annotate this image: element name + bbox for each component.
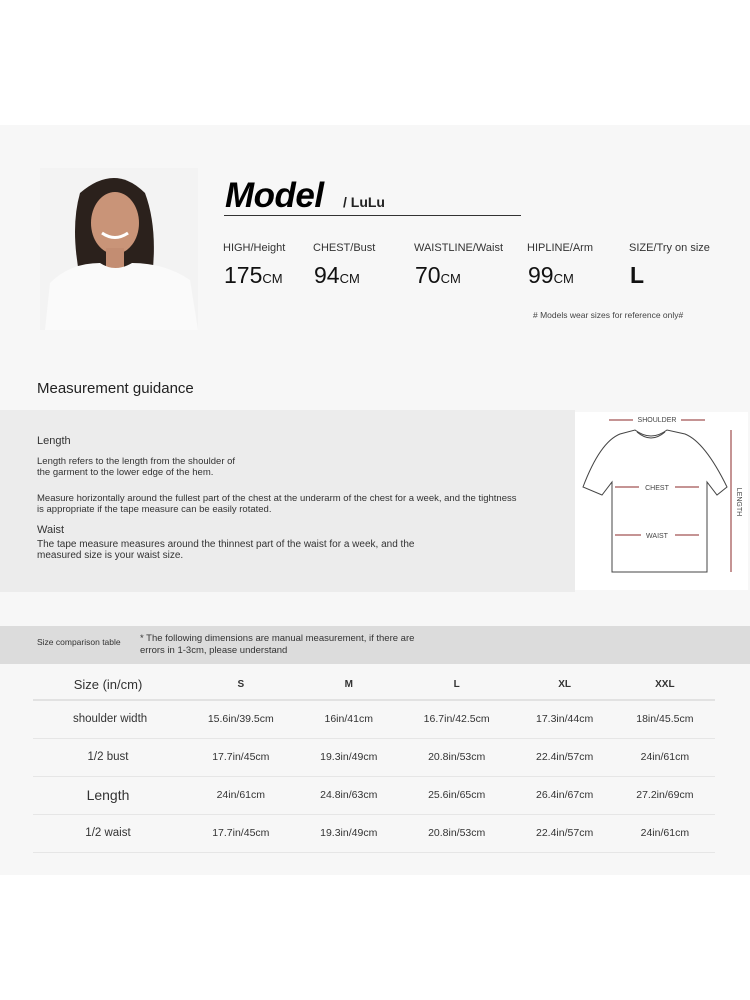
table-header-row: Size (in/cm) S M L XL XXL — [33, 670, 715, 701]
chest-text: Measure horizontally around the fullest … — [37, 493, 517, 515]
model-title: Model — [225, 176, 324, 215]
table-row: 1/2 waist 17.7in/45cm 19.3in/49cm 20.8in… — [33, 814, 715, 853]
shoulder-label: SHOULDER — [638, 417, 677, 424]
row-label: 1/2 waist — [33, 814, 183, 853]
model-photo — [40, 168, 198, 330]
title-underline — [224, 215, 521, 216]
cell: 22.4in/57cm — [514, 738, 615, 777]
length-text: Length refers to the length from the sho… — [37, 456, 236, 478]
header-xl: XL — [514, 670, 615, 701]
size-value: L — [630, 262, 645, 288]
cell: 24in/61cm — [183, 776, 299, 815]
cell: 20.8in/53cm — [398, 738, 515, 777]
row-label: shoulder width — [33, 700, 183, 739]
chest-value: 94CM — [314, 262, 360, 288]
chest-diagram-label: CHEST — [645, 485, 669, 492]
cell: 24in/61cm — [614, 814, 715, 853]
cell: 22.4in/57cm — [514, 814, 615, 853]
cell: 16in/41cm — [298, 700, 399, 739]
cell: 19.3in/49cm — [298, 814, 399, 853]
cell: 17.3in/44cm — [514, 700, 615, 739]
table-row: Length 24in/61cm 24.8in/63cm 25.6in/65cm… — [33, 776, 715, 815]
cell: 16.7in/42.5cm — [398, 700, 515, 739]
size-table-band — [0, 626, 750, 664]
guidance-band — [0, 410, 575, 592]
waist-label: WAISTLINE/Waist — [414, 242, 504, 254]
waist-text: The tape measure measures around the thi… — [37, 539, 415, 561]
size-table-label: Size comparison table — [37, 637, 121, 647]
cell: 24in/61cm — [614, 738, 715, 777]
table-row: shoulder width 15.6in/39.5cm 16in/41cm 1… — [33, 700, 715, 739]
size-table: Size (in/cm) S M L XL XXL shoulder width… — [33, 670, 715, 853]
cell: 15.6in/39.5cm — [183, 700, 299, 739]
height-label: HIGH/Height — [223, 242, 286, 254]
cell: 18in/45.5cm — [614, 700, 715, 739]
size-label: SIZE/Try on size — [629, 242, 710, 254]
model-note: # Models wear sizes for reference only# — [533, 310, 684, 320]
header-m: M — [298, 670, 399, 701]
cell: 24.8in/63cm — [298, 776, 399, 815]
header-xxl: XXL — [614, 670, 715, 701]
chest-label: CHEST/Bust — [313, 242, 376, 254]
hip-value: 99CM — [528, 262, 574, 288]
cell: 17.7in/45cm — [183, 738, 299, 777]
tshirt-diagram: SHOULDER CHEST WAIST LENGTH — [575, 412, 748, 590]
hip-label: HIPLINE/Arm — [527, 242, 594, 254]
row-label: Length — [33, 776, 183, 815]
cell: 26.4in/67cm — [514, 776, 615, 815]
cell: 20.8in/53cm — [398, 814, 515, 853]
waist-heading: Waist — [37, 524, 65, 536]
header-size: Size (in/cm) — [33, 670, 183, 701]
cell: 17.7in/45cm — [183, 814, 299, 853]
header-s: S — [183, 670, 299, 701]
table-row: 1/2 bust 17.7in/45cm 19.3in/49cm 20.8in/… — [33, 738, 715, 777]
length-diagram-label: LENGTH — [735, 488, 742, 516]
cell: 19.3in/49cm — [298, 738, 399, 777]
model-name: / LuLu — [343, 194, 385, 210]
guidance-title: Measurement guidance — [37, 380, 194, 397]
size-table-note: * The following dimensions are manual me… — [140, 633, 415, 656]
length-heading: Length — [37, 435, 71, 447]
waist-diagram-label: WAIST — [646, 533, 669, 540]
cell: 25.6in/65cm — [398, 776, 515, 815]
cell: 27.2in/69cm — [614, 776, 715, 815]
height-value: 175CM — [224, 262, 283, 288]
waist-value: 70CM — [415, 262, 461, 288]
header-l: L — [398, 670, 515, 701]
row-label: 1/2 bust — [33, 738, 183, 777]
